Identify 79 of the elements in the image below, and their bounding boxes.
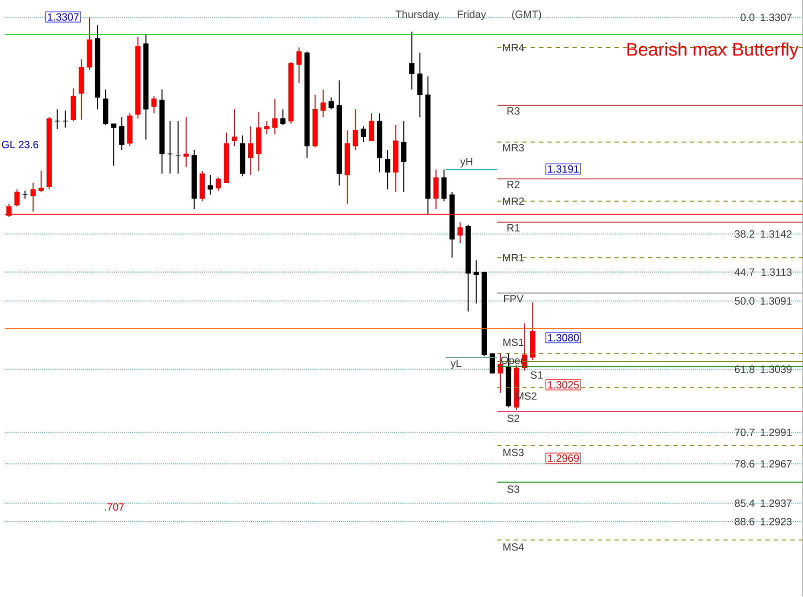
candlestick <box>38 170 44 193</box>
annotation: 88.6 <box>734 518 754 526</box>
candlestick <box>151 96 157 114</box>
candlestick <box>360 126 366 143</box>
y-tick-label: 1.2937 <box>760 500 792 508</box>
candlestick <box>216 177 222 192</box>
candlestick <box>22 190 28 200</box>
candlestick <box>352 108 358 151</box>
annotation: GL 23.6 <box>2 140 38 148</box>
annotation: .707 <box>104 503 124 511</box>
candlestick <box>167 120 173 174</box>
ref-line-label: S1 <box>530 371 543 379</box>
y-tick-label: 1.3142 <box>760 230 792 238</box>
ref-line-label: MR3 <box>503 144 524 152</box>
ref-line-label: R1 <box>507 224 520 232</box>
candlestick <box>248 126 254 176</box>
annotation: 1.3080 <box>548 334 579 342</box>
annotation: (GMT) <box>512 10 542 20</box>
ref-line-label: R3 <box>507 107 520 115</box>
annotation: 0.0 <box>740 14 754 22</box>
candlestick <box>441 169 447 202</box>
ref-line-label: MR4 <box>503 44 524 52</box>
candlestick <box>30 182 36 212</box>
annotation: 70.7 <box>734 428 754 436</box>
ref-line-label: MR1 <box>503 254 524 262</box>
candlestick <box>409 31 414 90</box>
ref-line-label: MR2 <box>503 198 524 205</box>
candlestick <box>474 260 479 304</box>
candlestick <box>296 47 302 84</box>
annotation: Thursday <box>396 10 440 20</box>
ref-line-label: FPV <box>504 295 524 302</box>
ref-line-label: MS4 <box>503 543 524 551</box>
candlestick <box>111 123 116 166</box>
annotation: 78.6 <box>734 460 754 468</box>
ref-line-label: S3 <box>507 486 520 494</box>
annotation: Friday <box>458 10 486 20</box>
candlestick <box>272 98 278 135</box>
candlestick <box>62 110 68 128</box>
candlestick <box>14 189 20 208</box>
candlestick <box>458 222 463 244</box>
candlestick <box>70 88 76 122</box>
candlestick <box>184 116 189 168</box>
y-tick-label: 1.2967 <box>760 460 792 468</box>
annotation: 44.7 <box>734 268 754 276</box>
candlestick <box>433 169 439 210</box>
ref-line-label: MS3 <box>503 448 524 456</box>
candlestick <box>490 353 495 374</box>
annotation: 61.8 <box>734 366 754 374</box>
annotation: 1.3025 <box>548 381 579 389</box>
annotation: 50.0 <box>734 297 754 305</box>
candlestick <box>232 108 238 147</box>
ref-line-label: yL <box>450 360 462 370</box>
candlestick <box>175 120 181 174</box>
annotation: 1.2969 <box>548 454 579 462</box>
annotation: 85.4 <box>734 500 755 508</box>
candlestick <box>264 120 270 135</box>
annotation: 1.3307 <box>48 13 79 21</box>
candlestick <box>320 89 326 118</box>
y-tick-label: 1.2991 <box>760 428 792 436</box>
candlestick <box>119 116 124 151</box>
ref-line-label: S2 <box>507 414 520 422</box>
ref-line-label: R2 <box>507 180 520 188</box>
candlestick <box>208 174 213 196</box>
candlestick <box>328 97 334 110</box>
candlestick <box>417 52 422 118</box>
y-tick-label: 1.3091 <box>760 297 792 305</box>
candlestick <box>401 120 406 193</box>
y-tick-label: 1.3307 <box>760 14 792 22</box>
ref-line-label: MS1 <box>503 338 524 346</box>
candlestick <box>280 108 286 126</box>
candlestick <box>384 150 390 190</box>
annotation: 1.3191 <box>548 165 579 173</box>
annotation: 38.2 <box>734 230 754 238</box>
ref-line-label: yH <box>460 158 472 168</box>
candlestick <box>54 108 60 130</box>
candlestick <box>368 112 374 142</box>
y-tick-label: 1.2923 <box>760 518 792 526</box>
text: Bearish max Butterfly <box>627 42 798 60</box>
y-tick-label: 1.3113 <box>762 268 792 276</box>
